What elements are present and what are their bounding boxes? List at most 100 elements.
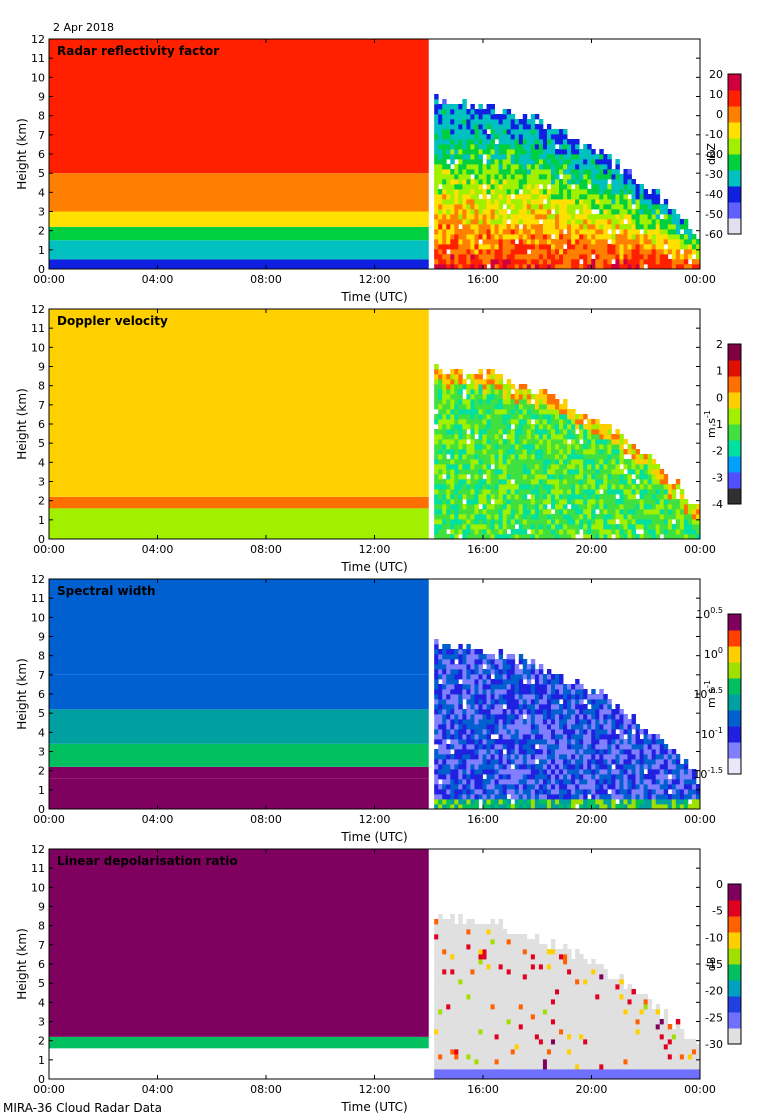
cell	[498, 754, 504, 760]
cell	[555, 399, 560, 405]
cell	[526, 484, 532, 490]
panel-1: Radar reflectivity factor012345678910111…	[15, 33, 742, 304]
cell	[458, 659, 463, 665]
cell	[571, 729, 576, 735]
y-tick-label: 10	[31, 341, 45, 354]
cell	[498, 729, 504, 735]
cell	[502, 409, 508, 415]
cell	[486, 709, 491, 715]
cell	[591, 689, 596, 695]
cell	[486, 514, 491, 520]
cell	[446, 644, 451, 650]
cell	[643, 259, 649, 265]
cell	[691, 259, 697, 265]
cell	[687, 234, 693, 240]
cell	[446, 509, 451, 515]
cell	[474, 729, 479, 735]
cell	[434, 154, 439, 160]
cell	[446, 209, 451, 215]
cell	[534, 184, 540, 190]
cell	[687, 264, 693, 270]
cell	[555, 184, 560, 190]
cell	[538, 674, 544, 680]
cell	[651, 189, 657, 195]
cell	[454, 379, 459, 385]
cell	[587, 484, 592, 490]
cell	[478, 679, 483, 685]
cell	[631, 239, 636, 245]
cell	[583, 444, 588, 450]
cell	[454, 714, 459, 720]
cell	[514, 454, 520, 460]
cell	[538, 694, 544, 700]
cell	[438, 439, 443, 445]
cell	[611, 529, 616, 535]
cell	[470, 769, 475, 775]
cell	[583, 714, 588, 720]
cell	[434, 129, 439, 135]
cell	[470, 214, 475, 220]
cell	[498, 249, 504, 255]
cell	[478, 754, 483, 760]
cell	[607, 184, 612, 190]
cell	[651, 244, 657, 250]
cell	[555, 774, 560, 780]
cell	[486, 164, 491, 170]
cell	[526, 414, 532, 420]
cell	[643, 464, 649, 470]
cell	[559, 189, 564, 195]
cell	[502, 399, 508, 405]
cell	[550, 694, 556, 700]
cell	[563, 684, 568, 690]
cell	[639, 519, 645, 525]
cell	[567, 469, 572, 475]
cell	[518, 519, 524, 525]
cell	[579, 214, 584, 220]
cell	[486, 499, 491, 505]
cell	[623, 199, 628, 205]
cell	[555, 249, 560, 255]
cell	[619, 799, 624, 805]
cell	[595, 259, 600, 265]
cell	[611, 214, 616, 220]
cell	[542, 684, 548, 690]
colorbar-step	[728, 480, 741, 484]
cell	[619, 454, 624, 460]
cell	[555, 189, 560, 195]
cell	[458, 654, 463, 660]
cell	[486, 504, 491, 510]
cell	[434, 184, 439, 190]
cell	[583, 464, 588, 470]
cell	[538, 129, 544, 135]
cell	[458, 244, 463, 250]
cell	[563, 424, 568, 430]
cell	[442, 239, 447, 245]
cell	[478, 494, 483, 500]
cell	[623, 479, 628, 485]
cell	[599, 749, 604, 755]
cell	[450, 119, 455, 125]
cell	[526, 239, 532, 245]
cell	[538, 209, 544, 215]
cell	[454, 494, 459, 500]
cell	[587, 439, 592, 445]
cell	[619, 184, 624, 190]
cell	[546, 254, 552, 260]
cell	[502, 519, 508, 525]
cell	[639, 534, 645, 540]
cell	[498, 224, 504, 230]
cell	[502, 664, 508, 670]
cell	[663, 239, 669, 245]
cell	[514, 429, 520, 435]
cell	[555, 479, 560, 485]
cell	[643, 459, 649, 465]
cell	[478, 169, 483, 175]
cell	[486, 694, 491, 700]
cell	[538, 524, 544, 530]
cell	[510, 264, 516, 270]
cell	[470, 799, 475, 805]
cell	[438, 654, 443, 660]
cell	[494, 394, 500, 400]
cell	[599, 789, 604, 795]
cell	[599, 444, 604, 450]
